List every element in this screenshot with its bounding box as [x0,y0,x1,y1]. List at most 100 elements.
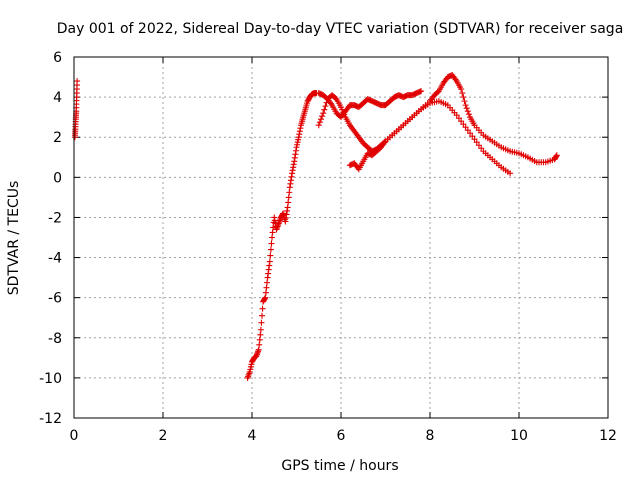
y-tick-label: 0 [53,170,62,186]
data-point [264,279,271,286]
x-tick-label: 2 [159,428,168,444]
data-point [321,106,328,113]
data-point [320,110,327,117]
y-tick-label: 6 [53,50,62,66]
data-point [261,295,268,302]
y-tick-label: 4 [53,90,62,106]
data-point [332,95,339,102]
data-point [471,136,478,143]
data-point [267,252,274,259]
data-point [285,194,292,201]
y-tick-label: -12 [39,411,62,427]
data-point [507,170,514,177]
data-point [257,326,264,333]
data-point [458,118,465,125]
data-point [267,246,274,253]
data-point [478,145,485,152]
data-point [284,207,291,214]
data-point [315,122,322,129]
data-point [266,258,273,265]
x-tick-label: 0 [70,428,79,444]
data-point [257,331,264,338]
data-point [287,177,294,184]
data-point [290,161,297,168]
data-point [269,229,276,236]
chart-title: Day 001 of 2022, Sidereal Day-to-day VTE… [57,21,624,37]
data-point [269,234,276,241]
data-point [296,131,303,138]
series-rise [244,90,320,381]
data-point [263,284,270,291]
data-point [282,218,289,225]
data-point [245,371,252,378]
data-point [462,124,469,131]
data-point [553,152,560,159]
data-point [463,105,470,112]
data-point [282,214,289,221]
data-point [464,108,471,115]
data-point [259,312,266,319]
data-point [259,305,266,312]
data-point [459,90,466,97]
y-tick-label: -8 [48,331,62,347]
data-point [74,78,81,85]
data-point [473,139,480,146]
data-point [266,262,273,269]
data-point [475,142,482,149]
y-tick-label: -10 [39,371,62,387]
data-point [264,274,271,281]
data-point [464,127,471,134]
data-point [319,113,326,120]
data-point [286,189,293,196]
data-point [290,164,297,171]
data-point [289,167,296,174]
series-lower [346,72,560,173]
y-tick-label: -6 [48,291,62,307]
y-tick-label: 2 [53,130,62,146]
data-point [465,111,472,118]
data-point [292,147,299,154]
data-point [258,319,265,326]
data-point [461,98,468,105]
data-point [469,133,476,140]
y-tick-label: -2 [48,210,62,226]
data-point [291,154,298,161]
y-tick-label: -4 [48,251,62,267]
data-point [460,121,467,128]
data-points [71,72,560,381]
data-point [289,170,296,177]
data-point [453,112,460,119]
data-point [467,130,474,137]
grid [74,57,608,418]
y-axis-label: SDTVAR / TECUs [6,181,22,296]
x-tick-label: 6 [337,428,346,444]
data-point [262,294,269,301]
data-point [455,115,462,122]
data-point [271,214,278,221]
data-point [297,125,304,132]
x-tick-label: 10 [510,428,528,444]
plot-frame [73,56,609,419]
x-tick-labels: 0 2 4 6 8 10 12 [70,428,617,444]
y-tick-labels: -12 -10 -8 -6 -4 -2 0 2 4 6 [39,50,62,427]
data-point [255,346,262,353]
data-point [553,153,560,160]
x-tick-label: 12 [599,428,617,444]
data-point [287,180,294,187]
data-point [265,270,272,277]
data-point [284,204,291,211]
data-point [323,99,330,106]
data-point [292,151,299,158]
data-point [286,184,293,191]
data-point [256,336,263,343]
data-point [291,158,298,165]
data-point [316,119,323,126]
data-point [268,240,275,247]
data-point [462,102,469,109]
x-tick-label: 4 [248,428,257,444]
data-point [295,134,302,141]
data-point [458,86,465,93]
series-early [71,78,81,141]
series-upper [315,88,425,121]
